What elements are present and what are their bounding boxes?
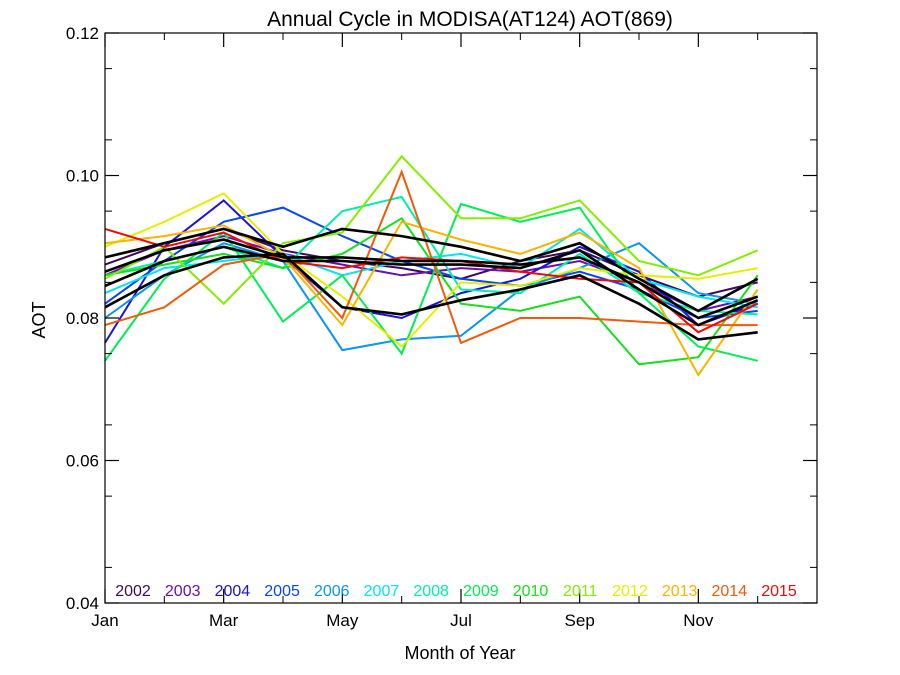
x-tick-label: Jan xyxy=(91,611,118,630)
y-tick-label: 0.10 xyxy=(66,167,99,186)
legend-item-2006: 2006 xyxy=(314,583,350,600)
x-tick-label: May xyxy=(326,611,359,630)
x-axis-label: Month of Year xyxy=(404,643,515,663)
x-tick-label: Jul xyxy=(450,611,472,630)
y-tick-label: 0.08 xyxy=(66,309,99,328)
y-tick-label: 0.04 xyxy=(66,594,99,613)
legend-item-2014: 2014 xyxy=(712,583,748,600)
series-line-2012 xyxy=(104,192,758,348)
series-line-2004 xyxy=(104,199,759,344)
series-line-black-17 xyxy=(104,252,758,341)
x-tick-label: Nov xyxy=(683,611,714,630)
chart-title: Annual Cycle in MODISA(AT124) AOT(869) xyxy=(267,8,673,31)
legend-item-2005: 2005 xyxy=(264,583,300,600)
y-axis-label: AOT xyxy=(29,301,49,338)
series-lines xyxy=(104,154,759,377)
legend: 2002 2003 2004 2005 2006 2007 2008 2009 2010 2011… xyxy=(115,583,797,600)
plot-frame xyxy=(104,32,818,604)
series-line-2014 xyxy=(104,169,758,345)
series-line-2015 xyxy=(104,227,759,334)
axis-ticks: 0.04 0.06 0.08 0.10 0.12 Jan Mar May Jul Sep Nov xyxy=(66,24,817,630)
series-line-2011 xyxy=(104,154,759,306)
plot-border xyxy=(104,32,818,604)
legend-item-2004: 2004 xyxy=(215,583,251,600)
legend-item-2009: 2009 xyxy=(463,583,499,600)
legend-item-2010: 2010 xyxy=(513,583,549,600)
y-tick-label: 0.12 xyxy=(66,24,99,43)
legend-item-2007: 2007 xyxy=(364,583,400,600)
legend-item-2013: 2013 xyxy=(662,583,698,600)
series-line-black-14 xyxy=(104,227,759,313)
legend-item-2002: 2002 xyxy=(115,583,151,600)
legend-item-2008: 2008 xyxy=(413,583,449,600)
series-line-2013 xyxy=(104,220,759,377)
series-line-black-16 xyxy=(104,245,759,327)
legend-item-2011: 2011 xyxy=(563,583,598,600)
legend-item-2012: 2012 xyxy=(612,583,648,600)
x-tick-label: Sep xyxy=(565,611,595,630)
series-line-black-15 xyxy=(104,238,759,320)
x-tick-label: Mar xyxy=(209,611,239,630)
y-tick-label: 0.06 xyxy=(66,452,99,471)
legend-item-2003: 2003 xyxy=(165,583,201,600)
legend-item-2015: 2015 xyxy=(761,583,797,600)
